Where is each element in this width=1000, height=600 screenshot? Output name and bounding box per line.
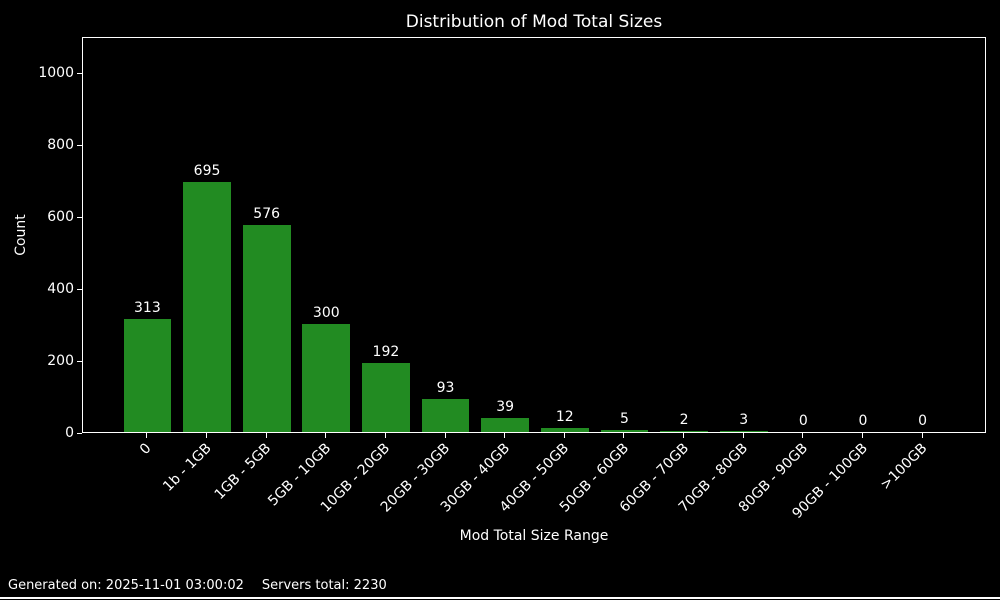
x-tick-label: 1b - 1GB (160, 440, 215, 495)
y-tick-mark (77, 144, 82, 146)
plot-area: 313 695 576 300 192 93 39 12 5 2 3 0 0 0 (82, 37, 986, 433)
bar-value-label: 5 (619, 411, 629, 428)
bar (540, 427, 589, 432)
y-tick-label: 800 (47, 137, 74, 153)
bar (362, 362, 410, 432)
bar-value-label: 192 (372, 343, 400, 360)
bar (242, 224, 291, 432)
bar (183, 181, 231, 432)
bar (481, 417, 530, 432)
y-tick-label: 200 (47, 353, 74, 369)
servers-total: Servers total: 2230 (261, 578, 387, 593)
bar-value-label: 0 (918, 413, 928, 429)
bar-value-label: 313 (134, 300, 161, 317)
x-tick-mark (504, 433, 506, 438)
bar (123, 319, 172, 432)
bar-value-label: 576 (253, 205, 281, 222)
bar-value-label: 12 (555, 408, 574, 425)
x-tick-mark (444, 433, 446, 438)
y-tick-label: 400 (47, 281, 74, 297)
x-tick-mark (802, 433, 804, 438)
bar-value-label: 2 (679, 412, 689, 429)
bar-value-label: 3 (739, 411, 749, 428)
y-tick-label: 0 (65, 425, 74, 441)
y-tick-mark (77, 216, 82, 218)
x-tick-mark (742, 433, 744, 438)
y-tick-mark (77, 360, 82, 362)
x-tick-mark (146, 433, 148, 438)
bar-value-label: 0 (798, 413, 808, 429)
y-tick-label: 1000 (38, 65, 74, 81)
y-tick-mark (77, 288, 82, 290)
bar-value-label: 93 (436, 379, 455, 396)
bar-value-label: 0 (858, 413, 868, 429)
x-tick-mark (325, 433, 327, 438)
bar (719, 430, 768, 432)
generated-timestamp: Generated on: 2025-11-01 03:00:02 (8, 578, 244, 593)
y-tick-mark (77, 432, 82, 434)
x-tick-label: 1GB - 5GB (211, 440, 275, 504)
x-tick-label: 0 (137, 440, 156, 458)
y-tick-label: 600 (47, 209, 74, 225)
x-tick-mark (265, 433, 267, 438)
x-tick-mark (623, 433, 625, 438)
bar (302, 324, 351, 432)
x-axis-label: Mod Total Size Range (459, 528, 609, 544)
chart-title: Distribution of Mod Total Sizes (405, 12, 663, 32)
bar (600, 430, 649, 432)
x-tick-mark (683, 433, 685, 438)
x-tick-mark (921, 433, 923, 438)
y-tick-mark (77, 72, 82, 74)
bar-value-label: 300 (312, 305, 340, 321)
x-tick-mark (206, 433, 208, 438)
footer: Generated on: 2025-11-01 03:00:02 Server… (8, 578, 387, 593)
bar-value-label: 39 (496, 398, 515, 415)
x-tick-mark (563, 433, 565, 438)
bar (421, 398, 470, 432)
separator-line (0, 597, 1000, 599)
bar (660, 431, 708, 432)
x-tick-mark (384, 433, 386, 438)
bar-value-label: 695 (193, 162, 221, 179)
x-tick-label: >100GB (877, 440, 931, 494)
x-tick-mark (861, 433, 863, 438)
